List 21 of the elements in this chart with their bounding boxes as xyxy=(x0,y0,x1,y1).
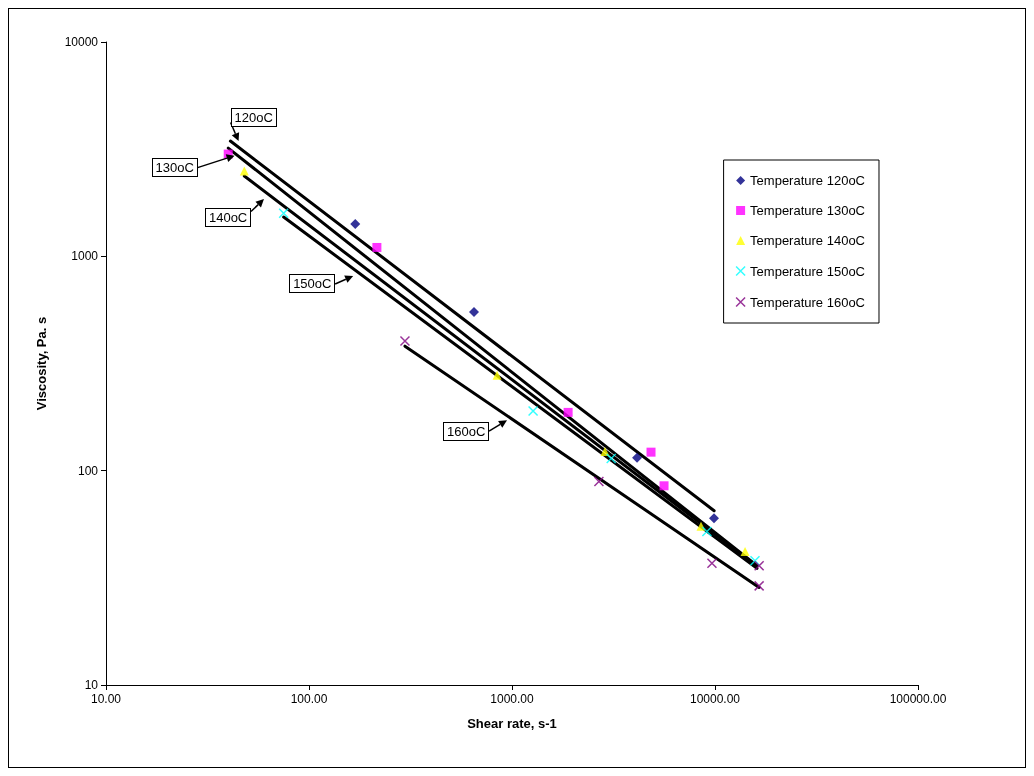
x-axis-title: Shear rate, s-1 xyxy=(467,716,557,731)
legend-label: Temperature 120oC xyxy=(750,173,866,188)
legend-label: Temperature 160oC xyxy=(750,294,866,310)
x-tick-label: 10.00 xyxy=(90,692,122,706)
legend-label: Temperature 140oC xyxy=(750,233,866,248)
x-tick-label: 100000.00 xyxy=(889,692,947,706)
legend-label: Temperature 130oC xyxy=(750,203,866,218)
x-tick-label: 10000.00 xyxy=(689,692,741,706)
x-tick-label: 100.00 xyxy=(290,692,328,706)
y-tick-label: 10000 xyxy=(64,35,99,49)
x-tick-label: 1000.00 xyxy=(490,692,535,706)
y-tick-label: 100 xyxy=(77,463,99,478)
y-tick-label: 1000 xyxy=(71,249,99,264)
y-tick-label: 10 xyxy=(84,678,99,692)
annotation: 160oC xyxy=(443,421,490,441)
legend-label: Temperature 150oC xyxy=(750,263,866,279)
annotation: 130oC xyxy=(151,158,198,178)
annotation: 150oC xyxy=(289,274,336,294)
annotation: 120oC xyxy=(230,107,277,127)
y-axis-title: Viscosity, Pa. s xyxy=(34,316,49,411)
annotation: 140oC xyxy=(204,207,252,227)
